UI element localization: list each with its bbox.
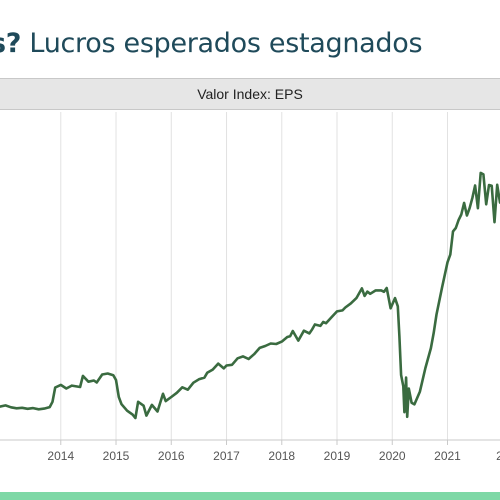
chart-title: s? Lucros esperados estagnados (0, 28, 500, 59)
x-tick-label: 2017 (213, 449, 240, 463)
title-prefix: s? (0, 28, 22, 59)
x-tick-label: 2018 (268, 449, 295, 463)
x-tick-label: 2021 (434, 449, 461, 463)
x-tick-label: 2016 (158, 449, 185, 463)
bottom-accent-bar (0, 492, 500, 500)
x-tick-label: 20 (496, 449, 500, 463)
x-tick-label: 2015 (103, 449, 130, 463)
plot-background (0, 110, 500, 440)
x-tick-label: 2020 (379, 449, 406, 463)
x-axis-ticks: 2014 2015 2016 2017 2018 2019 2020 2021 20 (47, 440, 500, 463)
facet-panel-header (0, 78, 500, 110)
x-tick-label: 2019 (324, 449, 351, 463)
series-line-eps (0, 171, 500, 420)
facet-panel-title: Valor Index: EPS (197, 86, 303, 102)
x-tick-label: 2014 (47, 449, 74, 463)
title-text: Lucros esperados estagnados (21, 28, 423, 59)
line-chart: 2014 2015 2016 2017 2018 2019 2020 2021 20 (0, 110, 500, 463)
series-layer (0, 171, 500, 420)
